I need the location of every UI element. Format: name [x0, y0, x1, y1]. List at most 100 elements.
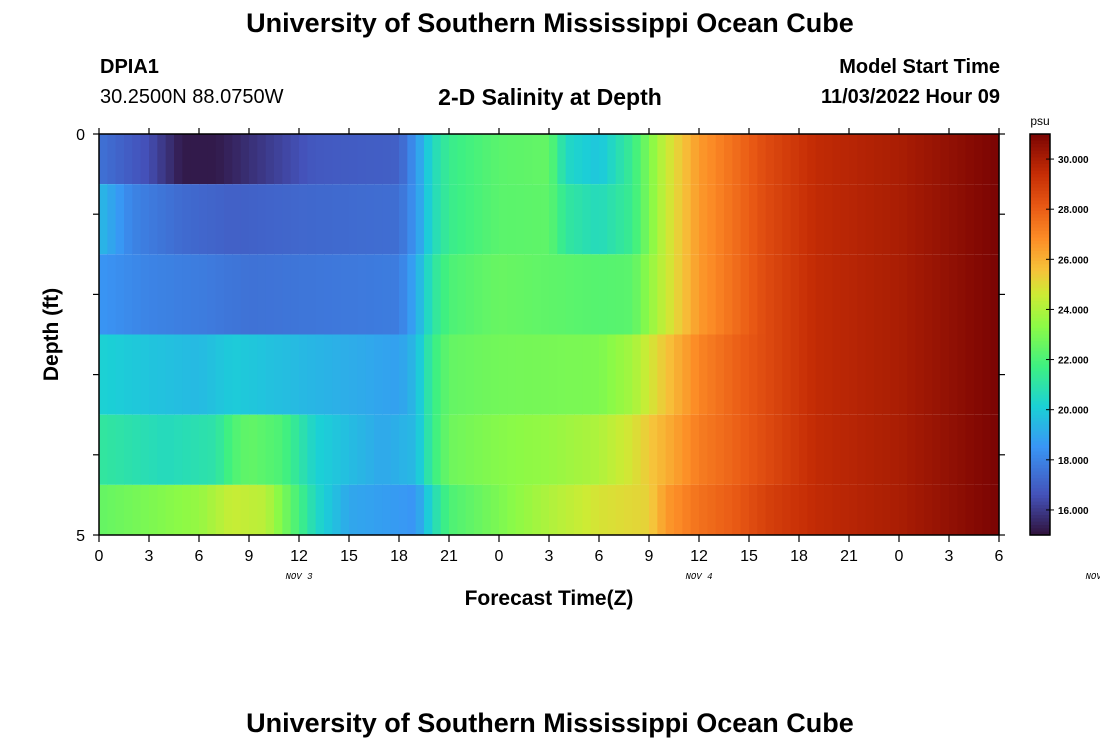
heatmap-cell — [599, 184, 608, 255]
heatmap-cell — [440, 134, 450, 185]
heatmap-cell — [640, 184, 650, 255]
heatmap-cell — [732, 484, 742, 536]
heatmap-cell — [732, 184, 742, 255]
x-tick-label: 12 — [690, 548, 708, 565]
heatmap-cell — [449, 414, 458, 485]
heatmap-cell — [115, 254, 125, 335]
heatmap-cell — [324, 254, 333, 335]
heatmap-cell — [790, 134, 800, 185]
heatmap-cell — [540, 414, 550, 485]
heatmap-cell — [707, 254, 717, 335]
colorbar-swatch — [1030, 260, 1050, 265]
heatmap-cell — [515, 134, 525, 185]
heatmap-cell — [707, 334, 717, 415]
heatmap-cell — [957, 484, 967, 536]
heatmap-cell — [882, 254, 892, 335]
heatmap-cell — [157, 254, 167, 335]
colorbar-swatch — [1030, 528, 1050, 533]
heatmap-cell — [365, 184, 375, 255]
heatmap-cell — [207, 484, 217, 536]
heatmap-cell — [99, 134, 108, 185]
heatmap-cell — [924, 334, 933, 415]
heatmap-cell — [932, 254, 942, 335]
heatmap-cell — [257, 414, 267, 485]
heatmap-cell — [540, 134, 550, 185]
heatmap-cell — [699, 334, 708, 415]
heatmap-cell — [465, 184, 475, 255]
colorbar-swatch — [1030, 154, 1050, 158]
heatmap-cell — [332, 184, 342, 255]
x-tick-label: 21 — [440, 548, 458, 565]
heatmap-cell — [674, 254, 683, 335]
heatmap-cell — [682, 484, 692, 536]
heatmap-cell — [790, 254, 800, 335]
colorbar-swatch — [1030, 498, 1050, 503]
heatmap-cell — [215, 334, 225, 415]
heatmap-cell — [390, 254, 400, 335]
heatmap-cell — [865, 334, 875, 415]
heatmap-cell — [315, 184, 325, 255]
colorbar-swatch — [1030, 521, 1050, 526]
heatmap-cell — [924, 134, 933, 185]
heatmap-cell — [832, 184, 842, 255]
heatmap-cell — [549, 334, 558, 415]
heatmap-cell — [374, 484, 383, 536]
heatmap-cell — [257, 334, 267, 415]
heatmap-cell — [274, 484, 283, 536]
heatmap-cell — [449, 254, 458, 335]
heatmap-cell — [590, 254, 600, 335]
heatmap-cell — [265, 484, 275, 536]
colorbar-swatch — [1030, 301, 1050, 306]
heatmap-cell — [307, 134, 317, 185]
heatmap-cell — [865, 484, 875, 536]
heatmap-cell — [232, 134, 242, 185]
heatmap-cell — [157, 414, 167, 485]
colorbar-swatch — [1030, 137, 1050, 142]
heatmap-cell — [899, 254, 908, 335]
heatmap-cell — [382, 484, 392, 536]
heatmap-cell — [207, 254, 217, 335]
heatmap-cell — [332, 414, 342, 485]
heatmap-cell — [949, 414, 958, 485]
heatmap-cell — [249, 334, 258, 415]
heatmap-cell — [340, 484, 350, 536]
heatmap-cell — [849, 484, 858, 536]
heatmap-cell — [707, 414, 717, 485]
heatmap-cell — [374, 334, 383, 415]
heatmap-cell — [540, 334, 550, 415]
heatmap-cell — [640, 414, 650, 485]
heatmap-cell — [899, 414, 908, 485]
heatmap-cell — [474, 484, 483, 536]
heatmap-cell — [424, 184, 433, 255]
colorbar-swatch — [1030, 167, 1050, 172]
heatmap-cell — [465, 334, 475, 415]
x-tick-label: 0 — [95, 548, 104, 565]
heatmap-cell — [357, 484, 367, 536]
heatmap-cell — [415, 484, 425, 536]
heatmap-cell — [324, 134, 333, 185]
heatmap-cell — [465, 254, 475, 335]
heatmap-cell — [940, 184, 950, 255]
colorbar-swatch — [1030, 321, 1050, 326]
heatmap-cell — [757, 484, 767, 536]
heatmap-cell — [940, 484, 950, 536]
heatmap-cell — [440, 484, 450, 536]
colorbar-swatch — [1030, 361, 1050, 366]
heatmap-cell — [932, 414, 942, 485]
colorbar-swatch — [1030, 250, 1050, 255]
colorbar-swatch — [1030, 197, 1050, 202]
heatmap-cell — [682, 184, 692, 255]
heatmap-cell — [190, 254, 200, 335]
heatmap-cell — [657, 254, 667, 335]
colorbar-swatch — [1030, 458, 1050, 463]
heatmap-cell — [982, 184, 992, 255]
heatmap-cell — [332, 484, 342, 536]
heatmap-cell — [790, 484, 800, 536]
heatmap-cell — [124, 334, 133, 415]
heatmap-cell — [240, 184, 250, 255]
colorbar-swatch — [1030, 421, 1050, 426]
heatmap-cell — [724, 414, 733, 485]
heatmap-cell — [724, 254, 733, 335]
heatmap-cell — [582, 254, 592, 335]
heatmap-cell — [557, 254, 567, 335]
